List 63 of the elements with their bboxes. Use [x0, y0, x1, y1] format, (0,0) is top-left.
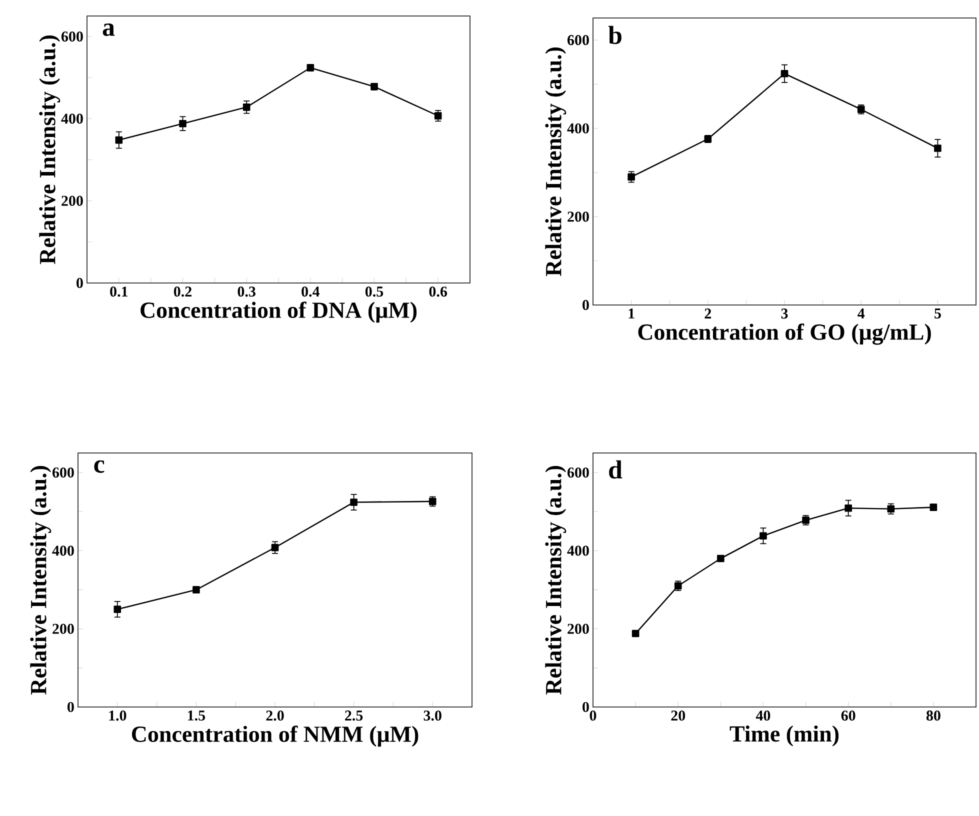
x-tick-label: 3.0 [424, 710, 442, 721]
y-tick-label: 600 [52, 467, 74, 478]
y-axis-title: Relative Intensity (a.u.) [545, 466, 566, 695]
y-tick-label: 400 [61, 114, 83, 124]
y-tick-label: 400 [567, 123, 589, 134]
point [632, 630, 640, 638]
x-axis-title: Concentration of NMM (μM) [132, 726, 418, 747]
x-tick-label: 0.5 [365, 286, 384, 297]
annotation: b [608, 26, 622, 44]
x-tick-label: 3 [781, 308, 788, 319]
x-tick-label: 40 [756, 710, 770, 721]
x-tick-label: 0.1 [110, 286, 128, 297]
point [844, 504, 852, 512]
point [934, 144, 942, 152]
x-tick-label: 1.0 [109, 710, 126, 721]
y-axis-title: Relative Intensity (a.u.) [545, 48, 566, 276]
point [930, 504, 938, 511]
x-tick-label: 0.3 [238, 286, 256, 297]
x-tick-label: 0.4 [302, 286, 320, 297]
y-tick-label: 200 [568, 212, 589, 222]
x-tick-label: 60 [841, 710, 856, 721]
y-tick-label: 200 [62, 196, 83, 206]
y-tick-label: 600 [567, 35, 589, 46]
point [780, 70, 788, 78]
y-axis-title: Relative Intensity (a.u.) [39, 36, 60, 264]
annotation: c [94, 460, 104, 473]
point [760, 532, 767, 540]
x-tick-label: 2.0 [266, 710, 284, 721]
point [271, 544, 279, 552]
y-tick-label: 0 [68, 702, 74, 712]
point [179, 120, 186, 128]
y-tick-label: 600 [61, 31, 83, 42]
y-tick-label: 200 [568, 624, 589, 634]
y-tick-label: 200 [52, 624, 74, 634]
y-tick-label: 600 [567, 467, 589, 478]
y-tick-label: 400 [52, 546, 74, 556]
x-tick-label: 5 [934, 308, 941, 318]
x-axis-title: Concentration of DNA (μM) [140, 302, 417, 323]
y-tick-label: 0 [582, 702, 589, 712]
point [717, 554, 724, 562]
point [115, 136, 123, 144]
x-tick-label: 2 [704, 308, 712, 318]
x-tick-label: 0.2 [174, 286, 192, 297]
y-tick-label: 0 [582, 300, 589, 310]
x-tick-label: 0 [590, 710, 596, 721]
x-tick-label: 1 [628, 308, 634, 318]
point [114, 606, 122, 613]
point [887, 505, 895, 513]
point [350, 498, 358, 506]
x-tick-label: 0.6 [429, 286, 448, 297]
x-tick-label: 4 [858, 308, 865, 318]
x-tick-label: 80 [926, 710, 940, 721]
x-tick-label: 20 [671, 710, 686, 721]
y-axis-title: Relative Intensity (a.u.) [30, 466, 52, 695]
x-axis-title: Concentration of GO (μg/mL) [638, 323, 931, 345]
y-tick-label: 0 [76, 278, 83, 288]
annotation: d [609, 460, 622, 479]
y-tick-label: 400 [567, 546, 589, 556]
x-tick-label: 2.5 [345, 710, 363, 721]
point [242, 104, 250, 111]
x-axis-title: Time (min) [730, 726, 839, 746]
x-tick-label: 1.5 [188, 710, 206, 721]
annotation: a [102, 24, 115, 36]
